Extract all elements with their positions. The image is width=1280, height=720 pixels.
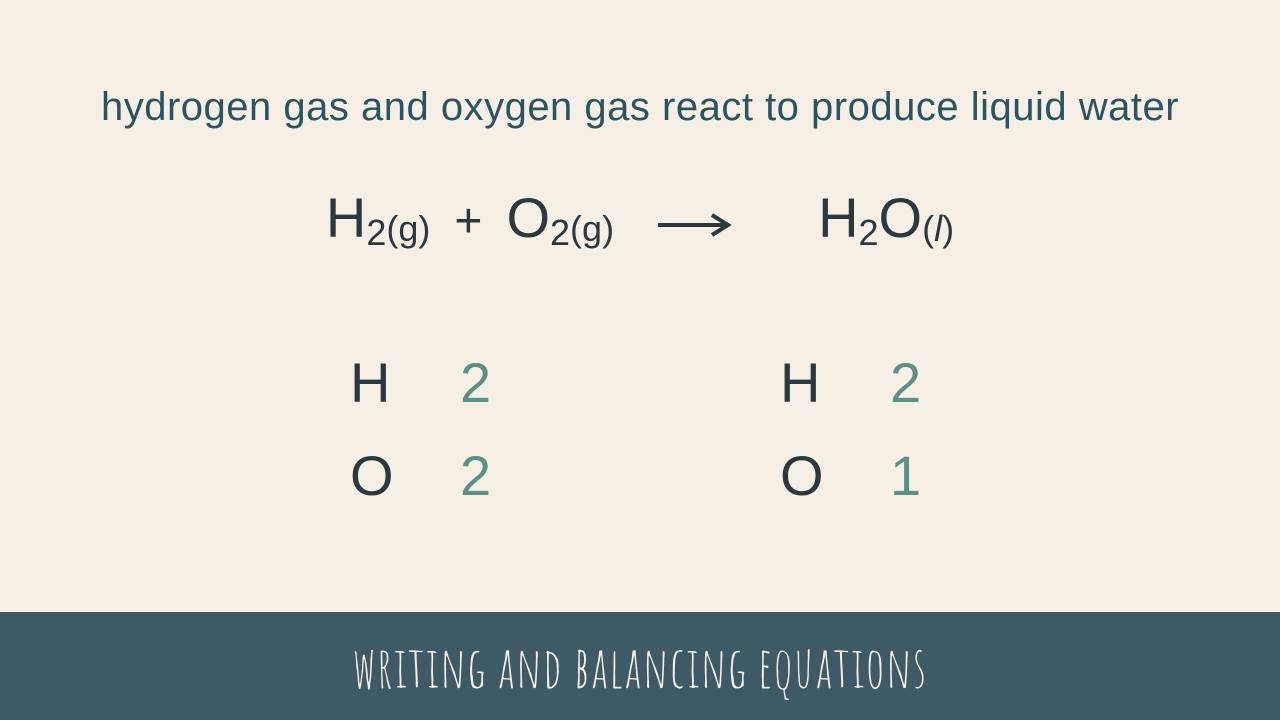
atom-symbol: O (350, 443, 400, 508)
count-row: H 2 (780, 350, 930, 415)
reactant-o2: O2(g) (506, 185, 614, 250)
subscript: 2 (366, 212, 386, 254)
state-label: (g) (386, 208, 430, 250)
element-symbol: O (506, 185, 550, 250)
subscript: 2 (550, 212, 570, 254)
element-symbol: H (818, 185, 858, 250)
reaction-description: hydrogen gas and oxygen gas react to pro… (0, 85, 1280, 130)
count-row: H 2 (350, 350, 500, 415)
state-label: (g) (570, 208, 614, 250)
product-h2o: H2O(l) (818, 185, 954, 250)
reaction-arrow-icon (656, 185, 736, 250)
subscript: 2 (859, 212, 879, 254)
count-row: O 2 (350, 443, 500, 508)
reactant-h2: H2(g) (326, 185, 431, 250)
reactants-counts: H 2 O 2 (350, 350, 500, 508)
chemical-equation: H2(g) + O2(g) H2O(l) (0, 185, 1280, 250)
element-symbol: O (879, 185, 923, 250)
atom-count: 2 (890, 350, 930, 415)
atom-count: 2 (460, 350, 500, 415)
count-row: O 1 (780, 443, 930, 508)
atom-count-table: H 2 O 2 H 2 O 1 (0, 350, 1280, 508)
atom-symbol: H (780, 350, 830, 415)
footer-title: writing and balancing equations (353, 631, 928, 702)
plus-sign: + (454, 194, 482, 249)
slide-content: hydrogen gas and oxygen gas react to pro… (0, 0, 1280, 508)
products-counts: H 2 O 1 (780, 350, 930, 508)
element-symbol: H (326, 185, 366, 250)
slide-footer: writing and balancing equations (0, 612, 1280, 720)
atom-count: 2 (460, 443, 500, 508)
atom-count: 1 (890, 443, 930, 508)
state-label: (l) (922, 208, 954, 250)
atom-symbol: O (780, 443, 830, 508)
atom-symbol: H (350, 350, 400, 415)
